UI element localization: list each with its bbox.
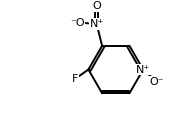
Text: ⁻O: ⁻O [70, 18, 85, 28]
Text: N⁺: N⁺ [136, 65, 150, 75]
Text: F: F [72, 74, 78, 84]
Text: O: O [92, 1, 101, 11]
Text: O⁻: O⁻ [150, 77, 164, 87]
Text: N⁺: N⁺ [90, 19, 104, 29]
